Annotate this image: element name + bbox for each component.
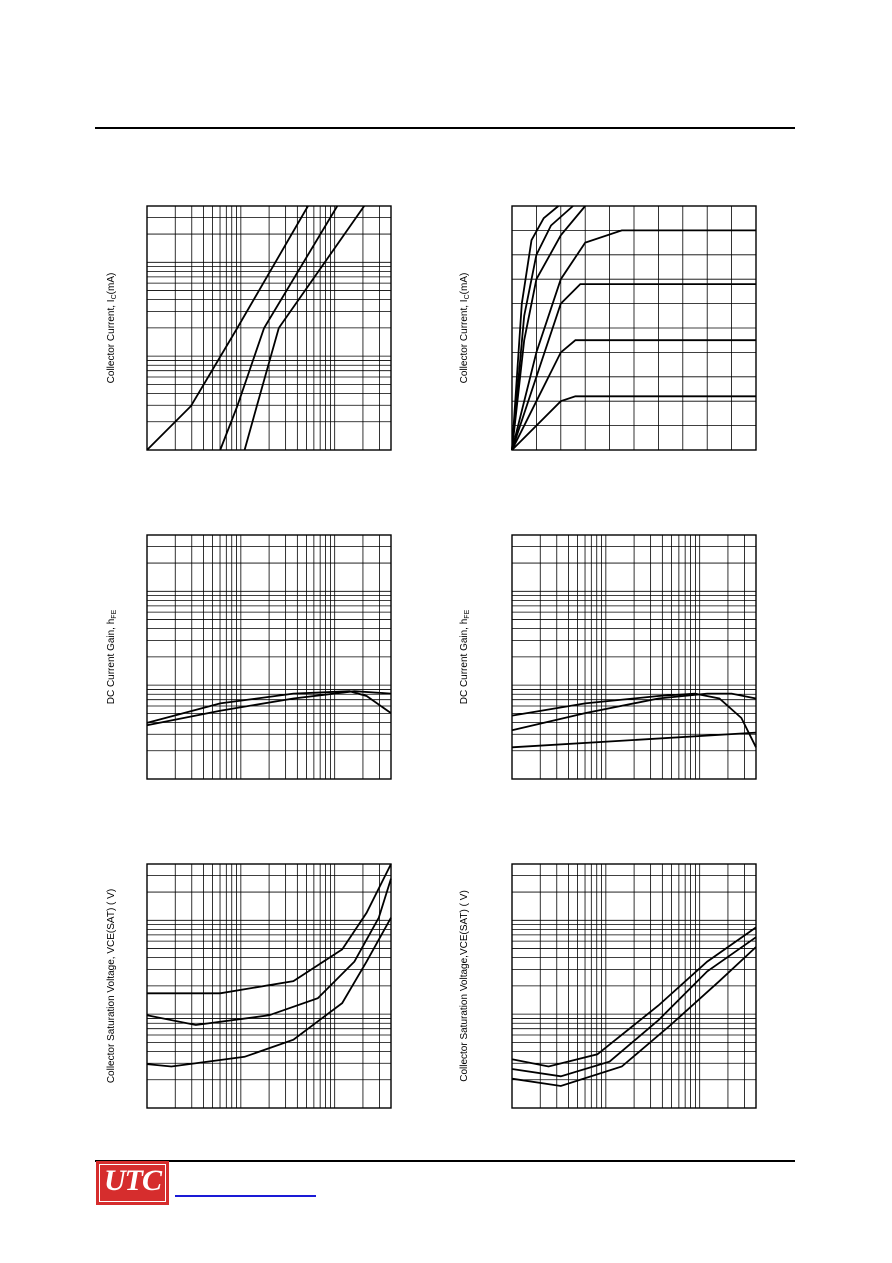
footer-rule (95, 1160, 795, 1162)
chart-5: Collector Saturation Voltage, VCE(SAT) (… (106, 863, 392, 1109)
chart-2-series-5 (511, 205, 586, 451)
chart-1-series-3 (243, 205, 365, 451)
chart-3-grid (147, 535, 391, 779)
chart-4-frame (511, 534, 757, 780)
chart-1-frame (146, 205, 392, 451)
chart-2: Collector Current, IC(mA) (459, 205, 757, 451)
chart-6-series-2 (511, 936, 757, 1078)
chart-6-grid (512, 864, 756, 1108)
chart-3: DC Current Gain, hFE (106, 534, 392, 780)
chart-5-series-2 (146, 878, 392, 1026)
chart-2-series-3 (511, 283, 756, 451)
chart-4-ylabel: DC Current Gain, hFE (459, 609, 471, 704)
chart-5-series-3 (146, 917, 392, 1068)
chart-3-frame (146, 534, 392, 780)
chart-6-ylabel: Collector Saturation Voltage,VCE(SAT) ( … (459, 890, 470, 1082)
logo-text: UTC (104, 1164, 162, 1197)
chart-1: Collector Current, IC(mA) (106, 205, 392, 451)
chart-6-series-1 (511, 926, 757, 1068)
chart-4: DC Current Gain, hFE (459, 534, 757, 780)
website-link-underline[interactable] (175, 1195, 316, 1197)
chart-2-frame (511, 205, 757, 451)
header-rule (95, 127, 795, 129)
chart-1-series-2 (219, 205, 339, 451)
chart-2-series-2 (511, 339, 756, 451)
chart-4-grid (512, 535, 756, 779)
chart-6: Collector Saturation Voltage,VCE(SAT) ( … (459, 863, 757, 1109)
chart-5-series-1 (147, 863, 392, 995)
chart-2-grid (512, 206, 756, 450)
chart-3-series-1 (146, 690, 392, 727)
chart-5-frame (146, 863, 392, 1109)
chart-1-series-1 (146, 205, 309, 451)
chart-2-series-6 (511, 205, 574, 451)
chart-2-series-4 (511, 229, 756, 451)
chart-5-grid (147, 864, 391, 1108)
chart-4-series-3 (511, 731, 757, 749)
chart-2-ylabel: Collector Current, IC(mA) (459, 273, 471, 384)
chart-3-series-2 (146, 690, 392, 724)
chart-4-series-1 (511, 692, 757, 748)
chart-6-frame (511, 863, 757, 1109)
utc-logo: UTC (96, 1161, 169, 1205)
chart-2-series-7 (511, 205, 559, 451)
chart-2-series-1 (511, 395, 756, 451)
chart-6-series-3 (511, 946, 757, 1087)
chart-1-ylabel: Collector Current, IC(mA) (106, 273, 118, 384)
chart-3-ylabel: DC Current Gain, hFE (106, 609, 118, 704)
chart-4-series-2 (511, 692, 757, 732)
chart-5-ylabel: Collector Saturation Voltage, VCE(SAT) (… (106, 889, 117, 1083)
